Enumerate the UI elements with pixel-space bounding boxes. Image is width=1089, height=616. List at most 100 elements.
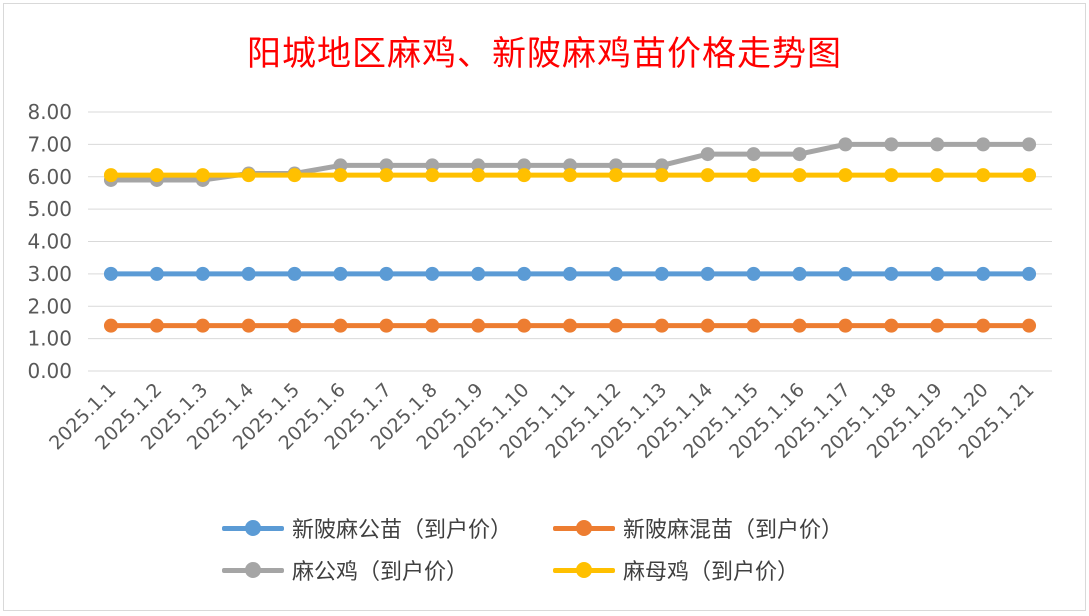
data-point-series-3 [333,168,348,183]
data-point-series-2 [930,137,945,152]
data-point-series-0 [471,266,486,281]
data-point-series-1 [930,318,945,333]
legend-swatch-icon [222,518,284,538]
data-point-series-0 [195,266,210,281]
data-point-series-2 [700,147,715,162]
data-point-series-3 [608,168,623,183]
data-point-series-2 [379,158,394,173]
data-point-series-2 [746,147,761,162]
chart-title: 阳城地区麻鸡、新陂麻鸡苗价格走势图 [247,34,842,74]
data-point-series-2 [425,158,440,173]
data-point-series-0 [838,266,853,281]
y-tick-label: 2.00 [27,294,72,318]
data-point-series-0 [103,266,118,281]
data-point-series-0 [241,266,256,281]
data-point-series-1 [287,318,302,333]
data-point-series-1 [563,318,577,333]
data-point-series-0 [425,266,440,281]
y-tick-label: 3.00 [27,262,72,286]
data-point-series-1 [838,318,853,333]
chart-area[interactable]: 阳城地区麻鸡、新陂麻鸡苗价格走势图 [3,3,1086,611]
data-point-series-3 [471,168,486,183]
data-point-series-0 [608,266,623,281]
data-point-series-3 [149,168,164,183]
data-point-series-1 [700,318,715,333]
legend-label: 麻公鸡（到户价） [292,560,469,585]
legend-swatch-icon [553,518,615,538]
y-tick-label: 1.00 [27,327,72,351]
data-point-series-2 [976,137,991,152]
data-point-series-0 [149,266,164,281]
y-tick-label: 0.00 [27,359,72,383]
data-point-series-1 [241,318,256,333]
data-point-series-1 [1022,318,1037,333]
data-point-series-1 [976,318,991,333]
legend-swatch-icon [222,560,284,580]
legend-swatch-icon [553,560,615,580]
data-point-series-3 [930,168,945,183]
data-point-series-3 [654,168,669,183]
data-point-series-2 [563,158,577,173]
y-tick-label: 8.00 [27,100,72,124]
data-point-series-1 [654,318,669,333]
data-point-series-3 [838,168,853,183]
data-point-series-2 [471,158,486,173]
data-point-series-1 [608,318,623,333]
legend-label: 新陂麻混苗（到户价） [623,518,844,543]
data-point-series-1 [792,318,807,333]
data-point-series-1 [195,318,210,333]
data-point-series-1 [103,318,118,333]
data-point-series-3 [287,168,302,183]
data-point-series-3 [241,168,256,183]
data-point-series-3 [563,168,577,183]
data-point-series-0 [884,266,899,281]
data-point-series-2 [1022,137,1037,152]
data-point-series-0 [792,266,807,281]
data-point-series-3 [379,168,394,183]
data-point-series-0 [379,266,394,281]
data-point-series-3 [517,168,532,183]
data-point-series-2 [838,137,853,152]
y-tick-label: 5.00 [27,197,72,221]
data-point-series-1 [746,318,761,333]
y-tick-label: 7.00 [27,132,72,156]
data-point-series-1 [425,318,440,333]
data-point-series-0 [1022,266,1037,281]
data-point-series-1 [884,318,899,333]
y-tick-label: 6.00 [27,165,72,189]
data-point-series-3 [746,168,761,183]
data-point-series-2 [654,158,669,173]
data-point-series-3 [976,168,991,183]
y-tick-label: 4.00 [27,230,72,254]
data-point-series-3 [700,168,715,183]
legend-item-series-2[interactable]: 麻公鸡（到户价） [222,554,468,586]
data-point-series-0 [517,266,532,281]
legend-label: 新陂麻公苗（到户价） [292,518,513,543]
data-point-series-1 [517,318,532,333]
data-point-series-0 [287,266,302,281]
data-point-series-2 [884,137,899,152]
data-point-series-3 [1022,168,1037,183]
legend-label: 麻母鸡（到户价） [623,560,800,585]
data-point-series-3 [792,168,807,183]
data-point-series-0 [700,266,715,281]
legend: 新陂麻公苗（到户价） 新陂麻混苗（到户价） 麻公鸡（到户价） 麻母鸡（到户价） [222,512,922,592]
data-point-series-1 [149,318,164,333]
data-point-series-2 [517,158,532,173]
data-point-series-0 [333,266,348,281]
data-point-series-3 [103,168,118,183]
data-point-series-3 [884,168,899,183]
legend-item-series-0[interactable]: 新陂麻公苗（到户价） [222,512,512,544]
data-point-series-2 [333,158,348,173]
legend-item-series-1[interactable]: 新陂麻混苗（到户价） [553,512,843,544]
data-point-series-0 [930,266,945,281]
data-point-series-1 [379,318,394,333]
data-point-series-2 [792,147,807,162]
data-point-series-1 [471,318,486,333]
data-point-series-0 [746,266,761,281]
legend-item-series-3[interactable]: 麻母鸡（到户价） [553,554,799,586]
data-point-series-2 [608,158,623,173]
data-point-series-0 [563,266,577,281]
